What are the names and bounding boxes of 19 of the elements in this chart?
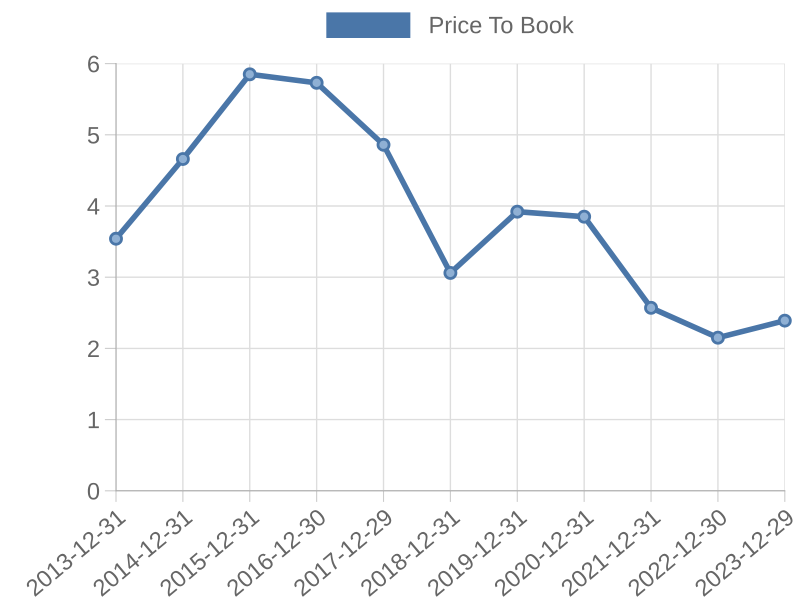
y-tick-label: 3	[88, 269, 99, 286]
point	[376, 138, 390, 152]
point	[510, 204, 524, 219]
point	[443, 266, 458, 280]
y-tick-label: 5	[88, 127, 100, 144]
legend-label: Price To Book	[430, 16, 574, 34]
y-tick-label: 2	[88, 340, 99, 357]
point	[242, 67, 257, 82]
point	[644, 300, 658, 315]
point	[109, 232, 123, 246]
point	[710, 330, 725, 345]
y-tick-label: 4	[87, 198, 100, 215]
point	[577, 210, 592, 224]
point	[778, 314, 792, 328]
point	[310, 76, 324, 90]
y-tick-label: 1	[88, 412, 99, 428]
y-tick-label: 0	[88, 482, 100, 500]
y-tick-label: 6	[88, 56, 99, 72]
point	[176, 152, 190, 166]
